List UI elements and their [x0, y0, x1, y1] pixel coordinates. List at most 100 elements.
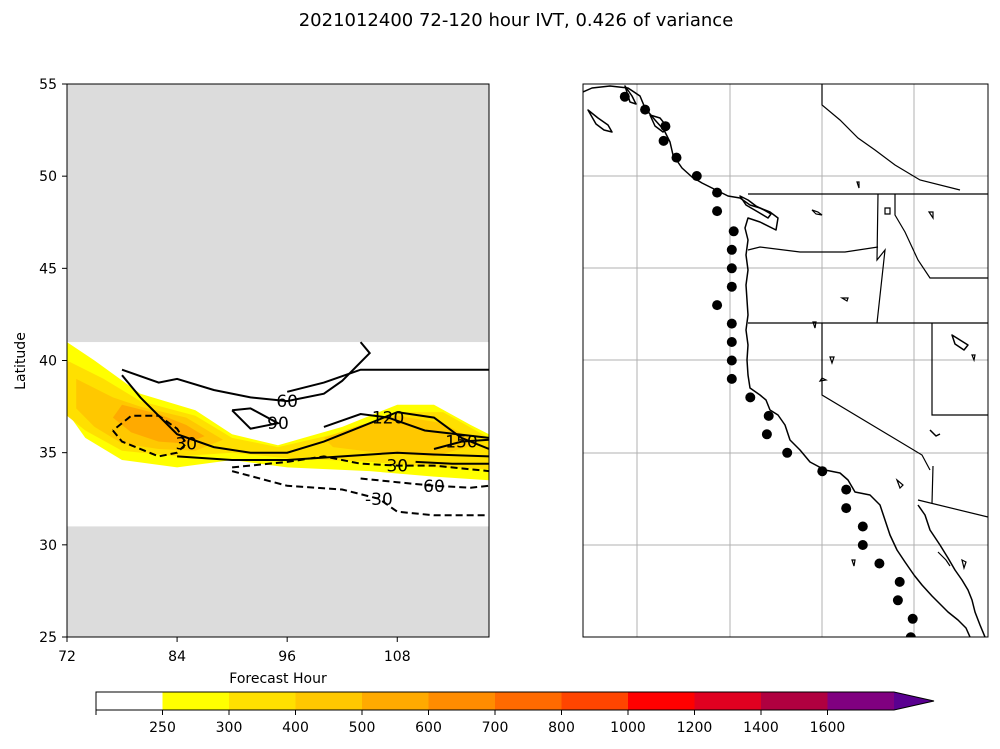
colorbar-segment-8	[628, 692, 695, 710]
y-tick-label: 40	[39, 354, 57, 370]
map-point-17	[745, 392, 756, 403]
contour-label-2: 90	[267, 414, 289, 434]
figure-title: 2021012400 72-120 hour IVT, 0.426 of var…	[299, 10, 734, 31]
map-point-10	[726, 263, 737, 274]
map-point-3	[658, 135, 669, 146]
contour-line-9	[232, 455, 489, 473]
map-point-5	[691, 171, 702, 181]
contour-label-3: 120	[372, 409, 404, 429]
map-point-6	[712, 187, 723, 198]
map-point-30	[905, 632, 916, 637]
colorbar-segment-4	[362, 692, 429, 710]
map-point-2	[660, 121, 671, 132]
map-point-19	[761, 429, 772, 440]
map-point-9	[726, 244, 737, 255]
contour-line-3	[323, 412, 489, 439]
contour-line-10	[360, 477, 489, 489]
colorbar-tick-label: 800	[548, 720, 575, 736]
x-axis-label: Forecast Hour	[229, 671, 327, 687]
colorbar-tick-label: 1400	[743, 720, 779, 736]
contour-line-7	[415, 460, 489, 465]
state-borders	[747, 84, 988, 518]
map-point-15	[726, 355, 737, 366]
map-point-25	[857, 540, 868, 550]
coastline	[583, 85, 986, 637]
map-point-4	[671, 152, 682, 163]
map-point-14	[726, 337, 737, 347]
colorbar-tick-label: 1000	[610, 720, 646, 736]
map-point-28	[892, 595, 903, 606]
colorbar-outline	[95, 691, 935, 711]
ivt-fill-500-4	[112, 404, 205, 444]
colorbar-segment-11	[827, 692, 895, 710]
masked-region-1	[67, 84, 489, 343]
contour-label-11: -30	[365, 490, 393, 510]
colorbar-tick-label: 500	[349, 720, 376, 736]
colorbar-tick-label: 300	[216, 720, 243, 736]
x-tick-label: 72	[58, 649, 76, 665]
map-point-0	[619, 91, 630, 102]
colorbar-segment-0	[96, 692, 163, 710]
contour-line-6	[177, 451, 489, 461]
colorbar-tick-label: 1200	[677, 720, 713, 736]
colorbar-segment-2	[229, 692, 296, 710]
y-tick-label: 35	[39, 446, 57, 462]
map-point-7	[712, 206, 723, 217]
contour-line-4	[433, 438, 489, 450]
map-point-18	[763, 410, 774, 421]
y-tick-label: 30	[39, 538, 57, 554]
colorbar-segment-5	[428, 692, 496, 710]
colorbar-segment-9	[694, 692, 762, 710]
colorbar-tick-label: 400	[282, 720, 309, 736]
station-points	[619, 91, 918, 637]
colorbar-tick-label: 1600	[810, 720, 846, 736]
contour-label-9: 30	[386, 457, 408, 477]
map-point-23	[841, 503, 852, 514]
map-point-27	[894, 576, 905, 587]
map-point-13	[726, 318, 737, 329]
right-axes-frame	[582, 83, 989, 638]
x-tick-label: 108	[384, 649, 411, 665]
map-point-22	[841, 484, 852, 495]
x-tick-label: 84	[168, 649, 186, 665]
map-panel	[582, 83, 989, 638]
map-point-1	[640, 104, 651, 115]
map-point-21	[817, 466, 828, 477]
y-tick-label: 25	[39, 630, 57, 646]
contour-line-5	[286, 368, 489, 393]
contour-line-0	[121, 341, 372, 403]
map-point-12	[712, 300, 723, 311]
colorbar-segment-3	[295, 692, 363, 710]
contour-line-11	[231, 470, 489, 517]
colorbar-tick-label: 250	[149, 720, 176, 736]
contour-line-8	[112, 414, 188, 458]
colorbar-tick-label: 600	[415, 720, 442, 736]
y-axis-label: Latitude	[13, 332, 29, 390]
map-point-29	[907, 613, 918, 624]
masked-region-0	[67, 526, 489, 637]
colorbar-segment-7	[561, 692, 629, 710]
y-tick-label: 50	[39, 169, 57, 185]
y-tick-label: 45	[39, 261, 57, 277]
colorbar-extend-arrow	[894, 692, 934, 710]
colorbar: 250 300 400 500 600 700 800 1000 1200 1400 1600	[95, 691, 935, 736]
contour-label-10: 60	[423, 477, 445, 497]
colorbar-segment-1	[162, 692, 230, 710]
colorbar-segment-10	[761, 692, 828, 710]
lakes	[811, 181, 976, 571]
map-point-20	[782, 447, 793, 458]
contour-line-2	[231, 407, 281, 430]
contour-line-1	[121, 374, 489, 454]
x-tick-label: 96	[278, 649, 296, 665]
map-point-26	[874, 558, 885, 569]
map-point-24	[857, 521, 868, 532]
map-point-16	[726, 373, 737, 384]
contour-label-8: 30	[175, 434, 197, 454]
y-tick-label: 55	[39, 77, 57, 93]
map-point-11	[726, 281, 737, 292]
colorbar-segment-6	[495, 692, 562, 710]
map-point-8	[728, 226, 739, 237]
contour-label-4: 150	[445, 433, 477, 453]
